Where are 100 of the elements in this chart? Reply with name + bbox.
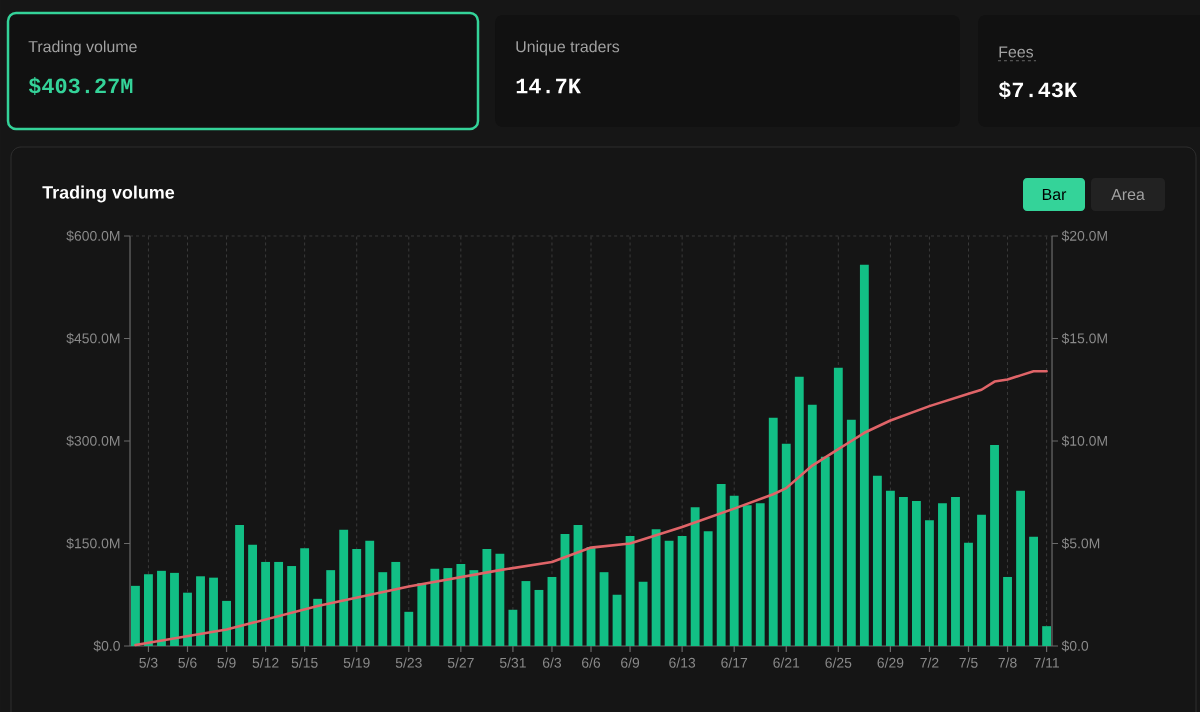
x-tick-label: 6/9: [621, 657, 640, 668]
y-tick-label: $0.0: [93, 640, 120, 652]
x-tick-label: 5/15: [291, 657, 318, 668]
bar: [1042, 626, 1052, 646]
bar: [391, 561, 401, 646]
bar: [261, 561, 271, 646]
bar: [872, 475, 882, 646]
bar: [833, 367, 843, 646]
bar: [456, 563, 466, 646]
x-tick-label: 5/6: [178, 657, 197, 668]
y-tick-label: $600.0M: [66, 230, 120, 242]
x-tick-label: 5/12: [252, 657, 279, 668]
bar: [716, 484, 726, 646]
text: Unique traders: [516, 40, 620, 56]
bar: [157, 570, 166, 646]
bar: [677, 535, 687, 646]
x-tick-label: 6/21: [773, 657, 800, 668]
text: Fees: [999, 46, 1034, 58]
bar: [651, 529, 661, 646]
bar: [222, 600, 231, 646]
bar: [690, 507, 700, 646]
bar: [209, 577, 218, 646]
bar: [1029, 536, 1039, 646]
y2-tick-label: $20.0M: [1061, 230, 1107, 242]
bar: [794, 376, 804, 646]
x-tick-label: 7/8: [998, 657, 1017, 668]
bar: [846, 419, 856, 646]
bar: [599, 572, 609, 646]
bar: [274, 561, 284, 646]
bar: [885, 490, 895, 646]
bar: [964, 542, 973, 646]
x-tick-label: 7/2: [920, 657, 939, 668]
bar: [703, 531, 713, 646]
bar: [638, 581, 648, 646]
bar: [938, 503, 947, 646]
y2-tick-label: $0.0: [1061, 640, 1089, 652]
bar: [248, 544, 258, 646]
bar: [235, 525, 244, 646]
bar: [144, 574, 153, 646]
y-tick-label: $450.0M: [66, 332, 120, 345]
text: $7.43K: [998, 81, 1078, 99]
bar: [755, 503, 765, 646]
bar: [170, 572, 179, 646]
bar: [742, 505, 752, 646]
bar: [430, 568, 440, 646]
x-tick-label: 6/13: [669, 657, 696, 668]
bar: [352, 548, 362, 646]
bar: [417, 583, 427, 646]
chart-title: Trading volume: [42, 185, 175, 203]
bar: [977, 514, 986, 646]
y-tick-label: $300.0M: [66, 435, 120, 447]
x-tick-label: 5/27: [447, 657, 474, 668]
x-tick-label: 6/6: [582, 657, 601, 668]
bar: [768, 417, 778, 646]
x-tick-label: 7/5: [959, 657, 978, 668]
bar: [313, 598, 323, 646]
bar: [287, 566, 297, 646]
bar: [183, 592, 192, 646]
bar: [807, 404, 817, 646]
bar: [482, 548, 492, 646]
bar: [508, 609, 518, 646]
bar: [912, 501, 921, 646]
bar: [1003, 576, 1012, 646]
bar: [443, 568, 453, 646]
bar: [729, 495, 739, 646]
bar: [469, 570, 479, 646]
x-tick-label: 5/31: [499, 657, 526, 668]
x-tick-label: 5/23: [395, 657, 422, 668]
bar: [925, 520, 934, 646]
bar: [990, 445, 999, 646]
y2-tick-label: $5.0M: [1061, 537, 1100, 550]
bar: [196, 576, 205, 646]
bar: [300, 548, 310, 646]
bar: [612, 594, 622, 646]
x-tick-label: 5/3: [139, 657, 158, 668]
x-tick-label: 6/25: [825, 657, 852, 668]
x-tick-label: 7/11: [1034, 657, 1059, 668]
x-tick-label: 6/17: [721, 657, 748, 668]
y2-tick-label: $10.0M: [1061, 435, 1107, 447]
bar: [131, 585, 140, 646]
bar: [859, 264, 869, 646]
bar: [495, 553, 505, 646]
bar: [664, 540, 674, 646]
text: Area: [1111, 188, 1145, 201]
x-tick-label: 5/9: [217, 657, 236, 668]
bar: [1016, 490, 1025, 646]
bar: [339, 529, 349, 646]
line-series: [134, 369, 1048, 647]
bar: [951, 497, 960, 646]
bar: [521, 581, 531, 646]
x-tick-label: 5/19: [343, 657, 370, 668]
y-tick-label: $150.0M: [66, 537, 120, 550]
text: 14.7K: [516, 78, 581, 94]
bar: [404, 611, 414, 646]
text: Bar: [1042, 188, 1067, 201]
text: Trading volume: [28, 40, 137, 56]
y2-tick-label: $15.0M: [1061, 332, 1107, 345]
text: $403.27M: [28, 77, 133, 95]
bar: [378, 572, 388, 646]
bar: [898, 497, 908, 646]
